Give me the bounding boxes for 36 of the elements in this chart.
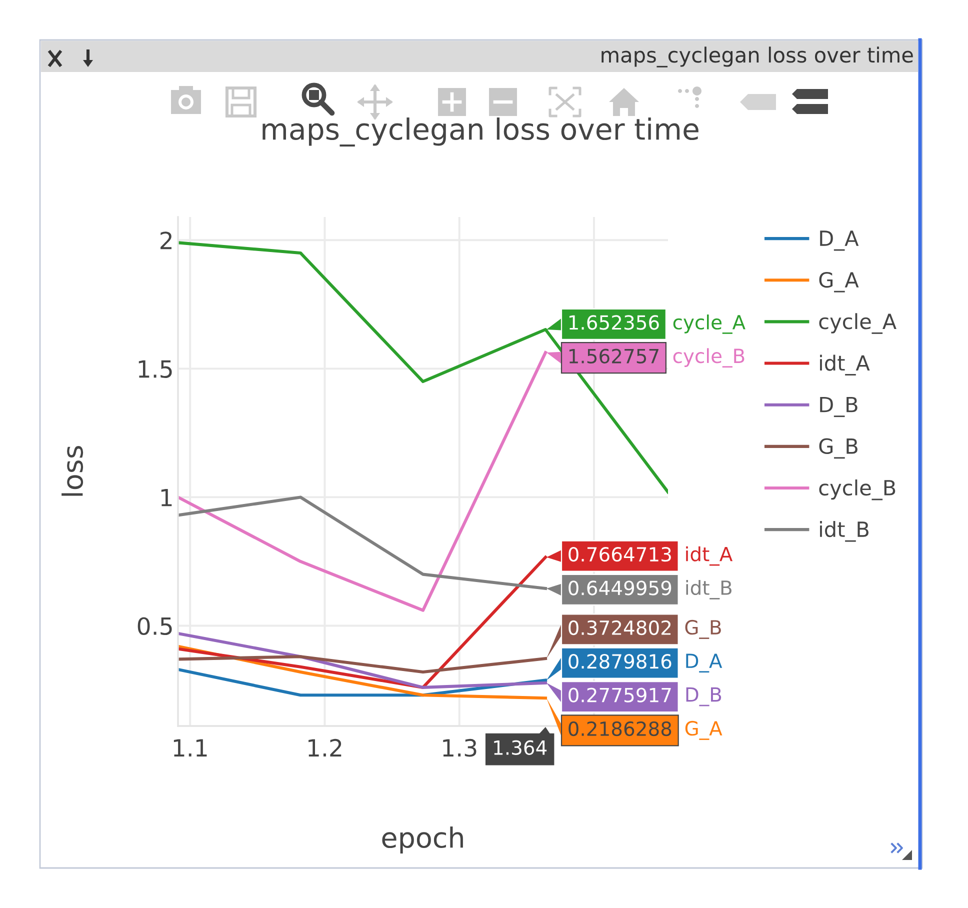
chart-title: maps_cyclegan loss over time xyxy=(262,117,698,147)
text: G_B xyxy=(685,620,721,639)
data-label: 0.3724802 xyxy=(568,620,671,636)
text: cycle_A xyxy=(673,314,746,334)
x-axis-title: epoch xyxy=(382,826,463,854)
legend-label: G_B xyxy=(819,438,858,459)
x-tick-label: 1.1 xyxy=(174,739,207,756)
legend-label: G_A xyxy=(819,272,859,292)
text: idt_B xyxy=(686,580,732,600)
legend-label: cycle_B xyxy=(819,479,896,500)
data-label: 0.2186288 xyxy=(568,721,672,736)
legend-label: cycle_A xyxy=(819,313,896,334)
data-label: 1.562757 xyxy=(569,348,658,364)
data-label: 0.6449959 xyxy=(568,580,672,596)
data-label: 0.2879816 xyxy=(568,654,672,669)
text: D_B xyxy=(686,687,722,706)
text: maps_cyclegan loss over time xyxy=(602,46,913,68)
y-tick-label: 0.5 xyxy=(138,617,172,636)
legend-label: D_B xyxy=(820,396,858,418)
y-tick-label: 2 xyxy=(160,232,172,250)
text: G_A xyxy=(685,720,722,740)
legend-label: idt_B xyxy=(820,521,868,542)
data-label: 1.652356 xyxy=(569,315,659,330)
y-tick-label: 1.5 xyxy=(138,360,172,378)
data-label: 0.2775917 xyxy=(568,688,671,702)
data-label: 0.7664713 xyxy=(568,546,671,562)
legend-label: D_A xyxy=(820,230,859,251)
y-tick-label: 1 xyxy=(161,488,172,506)
x-tick-label: 1.2 xyxy=(308,738,342,756)
legend-label: idt_A xyxy=(820,354,870,376)
text: idt_A xyxy=(686,546,733,566)
y-axis-title: loss xyxy=(62,446,84,496)
text: 1.364 xyxy=(494,740,547,755)
x-tick-label: 1.3 xyxy=(443,738,476,757)
text: cycle_B xyxy=(673,348,744,368)
text: D_A xyxy=(686,654,722,673)
